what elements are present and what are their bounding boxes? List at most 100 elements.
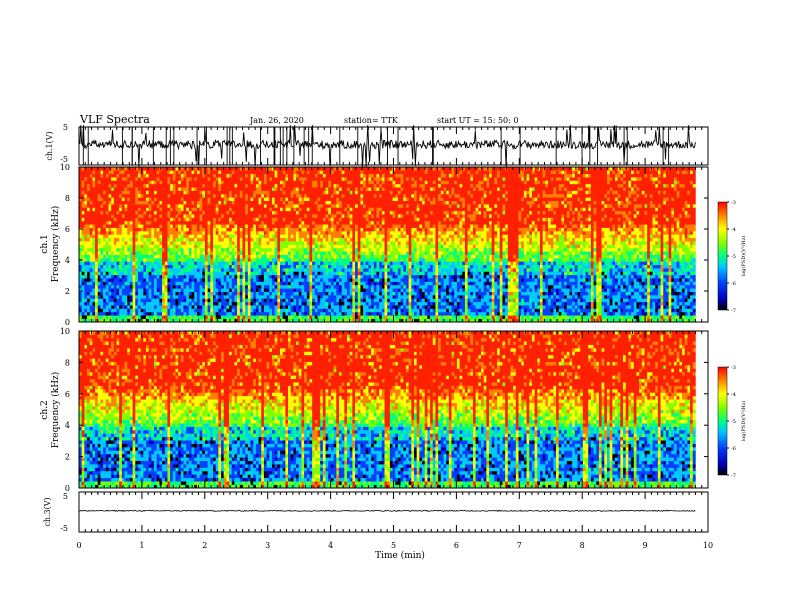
spectrogram-cell — [154, 174, 157, 178]
spectrogram-cell — [261, 255, 264, 259]
spectrogram-cell — [138, 207, 141, 211]
spectrogram-cell — [280, 197, 283, 201]
spectrogram-cell — [159, 214, 162, 218]
spectrogram-cell — [293, 197, 296, 201]
spectrogram-cell — [186, 255, 189, 259]
spectrogram-cell — [288, 305, 291, 309]
spectrogram-cell — [234, 302, 237, 306]
spectrogram-cell — [242, 187, 245, 191]
spectrogram-cell — [291, 268, 294, 272]
spectrogram-cell — [275, 248, 278, 252]
spectrogram-cell — [194, 309, 197, 313]
spectrogram-cell — [178, 218, 181, 222]
spectrogram-cell — [251, 282, 254, 286]
spectrogram-cell — [240, 245, 243, 249]
spectrogram-cell — [202, 248, 205, 252]
spectrogram-cell — [173, 228, 176, 232]
spectrogram-cell — [154, 292, 157, 296]
spectrogram-cell — [240, 187, 243, 191]
spectrogram-cell — [245, 241, 248, 245]
spectrogram-cell — [170, 271, 173, 275]
spectrogram-cell — [259, 298, 262, 302]
spectrogram-cell — [192, 282, 195, 286]
spectrogram-cell — [92, 167, 95, 171]
spectrogram-cell — [173, 218, 176, 222]
spectrogram-cell — [194, 218, 197, 222]
spectrogram-cell — [221, 184, 224, 188]
spectrogram-cell — [135, 231, 138, 235]
spectrogram-cell — [125, 218, 128, 222]
spectrogram-cell — [178, 221, 181, 225]
spectrogram-cell — [328, 214, 331, 218]
spectrogram-cell — [186, 214, 189, 218]
spectrogram-cell — [293, 258, 296, 262]
spectrogram-cell — [103, 245, 106, 249]
spectrogram-cell — [157, 245, 160, 249]
spectrogram-cell — [100, 231, 103, 235]
spectrogram-cell — [229, 245, 232, 249]
spectrogram-cell — [275, 265, 278, 269]
spectrogram-cell — [87, 184, 90, 188]
spectrogram-cell — [127, 221, 130, 225]
spectrogram-cell — [165, 305, 168, 309]
spectrogram-cell — [280, 238, 283, 242]
spectrogram-cell — [125, 312, 128, 316]
spectrogram-cell — [248, 204, 251, 208]
spectrogram-cell — [267, 261, 270, 265]
spectrogram-cell — [299, 292, 302, 296]
spectrogram-cell — [178, 187, 181, 191]
spectrogram-cell — [111, 241, 114, 245]
spectrogram-cell — [245, 265, 248, 269]
spectrogram-cell — [175, 248, 178, 252]
spectrogram-cell — [170, 204, 173, 208]
spectrogram-cell — [288, 174, 291, 178]
spectrogram-cell — [237, 298, 240, 302]
spectrogram-cell — [90, 309, 93, 313]
spectrogram-cell — [256, 302, 259, 306]
spectrogram-cell — [307, 174, 310, 178]
spectrogram-cell — [162, 292, 165, 296]
spectrogram-cell — [339, 177, 342, 181]
spectrogram-cell — [272, 177, 275, 181]
spectrogram-cell — [216, 214, 219, 218]
spectrogram-cell — [167, 285, 170, 289]
spectrogram-cell — [320, 268, 323, 272]
spectrogram-cell — [111, 170, 114, 174]
spectrogram-cell — [347, 191, 350, 195]
spectrogram-cell — [111, 282, 114, 286]
spectrogram-cell — [245, 211, 248, 215]
spectrogram-cell — [90, 312, 93, 316]
spectrogram-cell — [339, 268, 342, 272]
spectrogram-cell — [339, 191, 342, 195]
spectrogram-cell — [293, 285, 296, 289]
spectrogram-cell — [315, 167, 318, 171]
spectrogram-cell — [240, 191, 243, 195]
spectrogram-cell — [328, 187, 331, 191]
spectrogram-cell — [135, 174, 138, 178]
spectrogram-cell — [264, 298, 267, 302]
spectrogram-cell — [114, 191, 117, 195]
spectrogram-cell — [189, 167, 192, 171]
spectrogram-cell — [224, 292, 227, 296]
ch1-spectrogram-image — [79, 167, 696, 322]
spectrogram-cell — [347, 211, 350, 215]
spectrogram-cell — [146, 288, 149, 292]
spectrogram-cell — [108, 207, 111, 211]
spectrogram-cell — [326, 302, 329, 306]
spectrogram-cell — [259, 305, 262, 309]
spectrogram-cell — [259, 224, 262, 228]
spectrogram-cell — [277, 288, 280, 292]
spectrogram-cell — [84, 282, 87, 286]
spectrogram-cell — [334, 312, 337, 316]
spectrogram-cell — [259, 245, 262, 249]
spectrogram-cell — [256, 184, 259, 188]
spectrogram-cell — [309, 204, 312, 208]
spectrogram-cell — [95, 248, 98, 252]
spectrogram-cell — [326, 292, 329, 296]
spectrogram-cell — [285, 295, 288, 299]
spectrogram-cell — [248, 177, 251, 181]
spectrogram-cell — [122, 309, 125, 313]
spectrogram-cell — [210, 241, 213, 245]
spectrogram-cell — [342, 197, 345, 201]
spectrogram-cell — [293, 218, 296, 222]
